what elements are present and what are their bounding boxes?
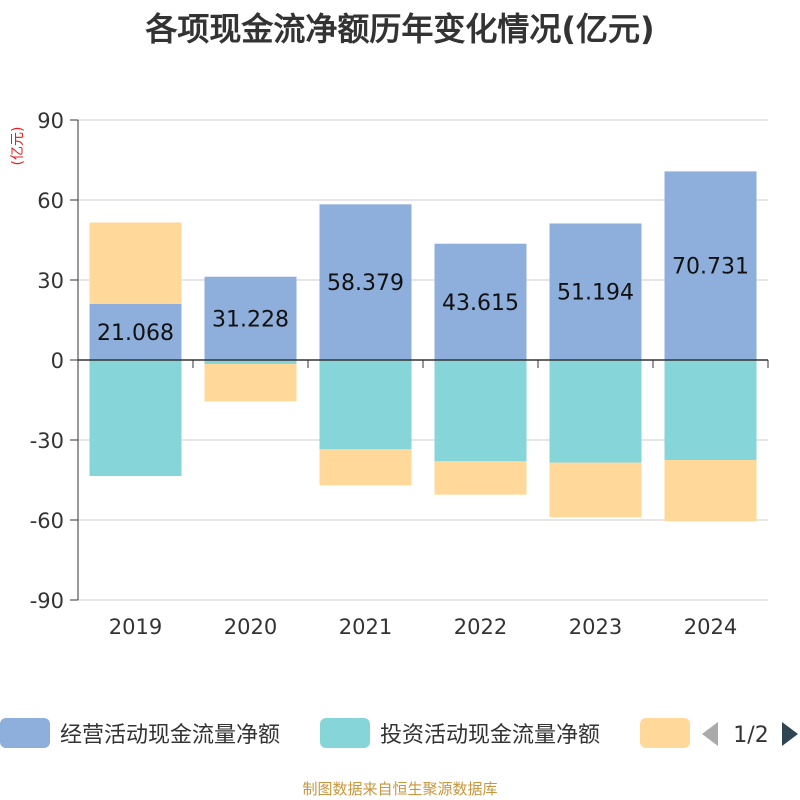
x-tick-label-2019: 2019	[109, 615, 162, 639]
data-label-2023: 51.194	[557, 281, 634, 306]
bar-2020-series-3[interactable]	[204, 364, 297, 402]
x-tick-label-2023: 2023	[569, 615, 622, 639]
data-label-2019: 21.068	[97, 321, 174, 346]
source-note: 制图数据来自恒生聚源数据库	[302, 780, 498, 798]
data-label-2021: 58.379	[327, 271, 404, 296]
legend-prev-page-icon[interactable]	[702, 722, 718, 746]
legend-label-2[interactable]: 投资活动现金流量净额	[380, 723, 600, 748]
bar-2022-series-2[interactable]	[434, 360, 527, 462]
legend-swatch-3[interactable]	[640, 718, 690, 748]
bar-2021-series-1[interactable]	[319, 204, 412, 360]
bar-2023-series-1[interactable]	[549, 223, 642, 360]
y-tick-label: 60	[37, 189, 64, 213]
bar-2022-series-3[interactable]	[434, 461, 527, 495]
x-tick-label-2024: 2024	[684, 615, 737, 639]
legend-next-page-icon[interactable]	[782, 722, 798, 746]
bar-2022-series-1[interactable]	[434, 243, 527, 360]
bar-2021-series-3[interactable]	[319, 449, 412, 486]
bar-2023-series-3[interactable]	[549, 462, 642, 518]
legend-swatch-1[interactable]	[0, 718, 50, 748]
y-tick-label: -30	[30, 429, 64, 453]
legend-label-1[interactable]: 经营活动现金流量净额	[60, 723, 280, 748]
bar-2019-series-2[interactable]	[89, 360, 182, 476]
bar-2019-series-3[interactable]	[89, 222, 182, 304]
y-tick-label: 0	[51, 349, 64, 373]
bar-2024-series-2[interactable]	[664, 360, 757, 460]
data-label-2022: 43.615	[442, 291, 519, 316]
legend-swatch-2[interactable]	[320, 718, 370, 748]
x-tick-label-2020: 2020	[224, 615, 277, 639]
y-tick-label: -90	[30, 589, 64, 613]
y-tick-label: 30	[37, 269, 64, 293]
x-tick-label-2021: 2021	[339, 615, 392, 639]
x-tick-label-2022: 2022	[454, 615, 507, 639]
bar-2021-series-2[interactable]	[319, 360, 412, 450]
y-tick-label: 90	[37, 109, 64, 133]
y-tick-label: -60	[30, 509, 64, 533]
data-label-2024: 70.731	[672, 255, 749, 280]
bar-2024-series-3[interactable]	[664, 460, 757, 522]
data-label-2020: 31.228	[212, 307, 289, 332]
bar-2024-series-1[interactable]	[664, 171, 757, 360]
chart-title: 各项现金流净额历年变化情况(亿元)	[145, 10, 655, 48]
bar-2020-series-1[interactable]	[204, 276, 297, 360]
bar-2020-series-2[interactable]	[204, 360, 297, 364]
bar-2019-series-1[interactable]	[89, 303, 182, 360]
legend-page-indicator: 1/2	[733, 723, 768, 748]
y-axis-unit-label: (亿元)	[10, 127, 26, 166]
bar-2023-series-2[interactable]	[549, 360, 642, 463]
